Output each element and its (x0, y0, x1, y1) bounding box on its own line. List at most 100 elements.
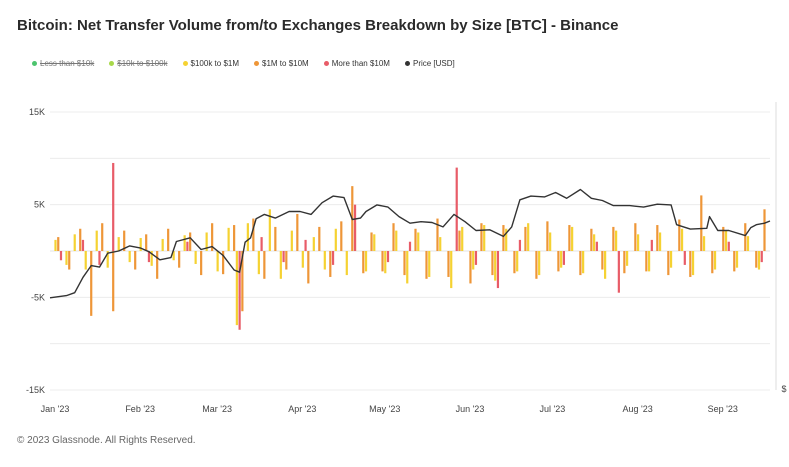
chart-title: Bitcoin: Net Transfer Volume from/to Exc… (17, 17, 619, 34)
y-tick-label: 15K (29, 107, 45, 117)
bar (384, 251, 387, 274)
bar (73, 234, 76, 251)
bar (205, 232, 208, 251)
bar (568, 225, 571, 251)
bar (331, 251, 335, 265)
bar (123, 230, 126, 251)
bar (735, 251, 739, 268)
bar (246, 223, 249, 251)
bar (469, 251, 472, 284)
legend-label: Price [USD] (412, 59, 455, 68)
bar (112, 251, 115, 312)
bar (527, 223, 530, 251)
bar (98, 251, 101, 265)
bar (222, 251, 225, 275)
y-tick-label: 5K (34, 200, 45, 210)
bar (112, 162, 115, 251)
bar (579, 251, 582, 276)
legend-item[interactable]: More than $10M (323, 59, 390, 68)
bar (702, 236, 706, 251)
bar (428, 251, 431, 277)
bar (403, 251, 406, 276)
bar (455, 167, 458, 251)
bar (623, 251, 626, 274)
legend-item[interactable]: $10k to $100k (109, 59, 168, 68)
bar (183, 235, 186, 251)
y-tick-label: -5K (31, 292, 45, 302)
legend-dot-icon (323, 61, 329, 66)
bar (200, 251, 203, 276)
x-tick-label: Feb '23 (125, 404, 155, 414)
bar (392, 223, 395, 251)
price-line (49, 188, 771, 299)
bar (535, 251, 538, 279)
bar (604, 251, 607, 279)
bar (593, 234, 596, 251)
bar (656, 225, 659, 251)
bar (518, 239, 522, 251)
price-layer (49, 188, 771, 299)
bar (763, 209, 766, 251)
bar (483, 225, 486, 251)
bar (211, 223, 214, 251)
legend-item[interactable]: $1M to $10M (254, 59, 309, 68)
bar (304, 239, 307, 251)
bar (408, 241, 412, 251)
bar (329, 251, 332, 277)
bar (301, 251, 304, 268)
x-tick-label: Jan '23 (41, 404, 70, 414)
bar (194, 251, 197, 264)
bar (65, 251, 68, 265)
bar (757, 251, 761, 270)
bar (178, 251, 181, 268)
bar (145, 234, 148, 251)
legend-label: Less than $10k (40, 59, 95, 68)
bar (227, 227, 230, 251)
bar (161, 238, 164, 251)
bar (546, 221, 549, 251)
bar (57, 237, 60, 251)
bar (172, 251, 175, 261)
bar (147, 251, 151, 263)
bar (494, 251, 497, 281)
bar (189, 232, 192, 251)
bar (755, 251, 758, 268)
bar (713, 251, 717, 270)
x-tick-label: May '23 (369, 404, 400, 414)
bar (458, 230, 461, 251)
bar (296, 213, 299, 251)
bars (54, 162, 766, 330)
bar (340, 221, 343, 251)
bar (689, 251, 692, 277)
bar (257, 251, 260, 275)
bar (318, 226, 321, 251)
right-axis-unit-label: $ (781, 384, 786, 394)
bar (691, 251, 695, 276)
bar (669, 251, 673, 268)
bar (615, 230, 618, 251)
bar (724, 230, 728, 251)
bar (516, 251, 519, 272)
bar (650, 239, 653, 251)
bar (260, 237, 263, 251)
legend-label: $1M to $10M (262, 59, 309, 68)
bar (617, 251, 620, 293)
bar (90, 251, 93, 316)
x-tick-label: Jun '23 (456, 404, 485, 414)
bar (560, 251, 563, 268)
bar (79, 228, 82, 251)
legend-item[interactable]: $100k to $1M (182, 59, 240, 68)
legend-label: $100k to $1M (190, 59, 240, 68)
bar (595, 241, 598, 251)
y-tick-label: -15K (26, 385, 45, 395)
legend-item[interactable]: Price [USD] (404, 59, 455, 68)
x-tick-label: Aug '23 (622, 404, 652, 414)
bar (746, 236, 750, 251)
x-tick-label: Jul '23 (540, 404, 566, 414)
bar (450, 251, 453, 289)
bar (59, 251, 63, 261)
bar (678, 219, 681, 251)
bar (680, 228, 684, 251)
legend-item[interactable]: Less than $10k (32, 59, 94, 68)
